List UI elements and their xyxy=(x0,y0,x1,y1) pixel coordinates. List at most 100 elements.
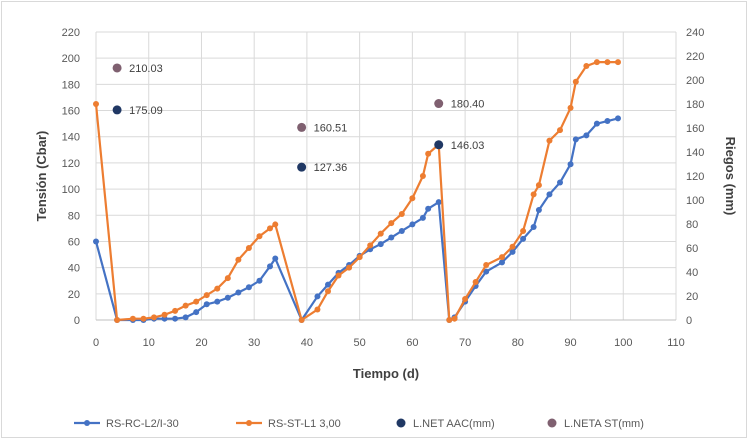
data-point xyxy=(114,317,121,323)
x-tick-label: 70 xyxy=(459,337,471,349)
data-point xyxy=(398,210,405,217)
data-point xyxy=(235,256,242,263)
x-tick-label: 60 xyxy=(406,337,418,349)
legend-marker-swatch xyxy=(396,418,406,428)
data-point xyxy=(593,120,600,127)
data-point xyxy=(509,243,516,250)
data-point xyxy=(214,285,221,292)
data-point xyxy=(615,59,621,66)
y-left-tick-label: 120 xyxy=(62,158,80,170)
y-left-tick-label: 180 xyxy=(62,79,80,91)
data-point xyxy=(472,279,479,286)
data-point xyxy=(377,241,384,248)
data-point xyxy=(314,293,321,300)
data-point xyxy=(203,301,210,308)
y-left-tick-label: 220 xyxy=(62,27,80,39)
x-tick-label: 40 xyxy=(301,337,313,349)
data-point xyxy=(530,191,537,198)
data-point xyxy=(567,104,574,111)
y-left-tick-label: 200 xyxy=(62,53,80,65)
data-point xyxy=(377,230,384,237)
data-point xyxy=(446,317,453,323)
data-point xyxy=(509,248,516,255)
x-tick-label: 30 xyxy=(248,337,260,349)
data-point xyxy=(388,220,395,227)
data-point xyxy=(572,136,579,143)
data-point xyxy=(335,272,342,279)
data-point xyxy=(483,262,490,269)
data-point xyxy=(214,298,221,305)
legend-label: RS-ST-L1 3,00 xyxy=(268,418,341,430)
marker-point xyxy=(434,140,444,150)
data-label: 210.03 xyxy=(129,63,163,75)
data-point xyxy=(325,281,331,288)
x-tick-label: 20 xyxy=(195,337,207,349)
y-left-tick-label: 20 xyxy=(68,289,80,301)
data-point xyxy=(546,191,553,198)
data-label: 175.09 xyxy=(129,105,163,117)
data-point xyxy=(267,263,273,270)
data-point xyxy=(140,315,147,322)
data-point xyxy=(272,255,279,262)
legend-label: L.NET AAC(mm) xyxy=(413,418,495,430)
y-right-tick-label: 200 xyxy=(686,75,704,87)
data-point xyxy=(203,292,210,299)
y-left-tick-label: 60 xyxy=(68,236,80,248)
data-point xyxy=(298,317,305,323)
data-point xyxy=(520,227,527,234)
y-right-tick-label: 140 xyxy=(686,147,704,159)
y-right-tick-label: 180 xyxy=(686,99,704,111)
data-point xyxy=(409,195,416,202)
y-right-tick-label: 60 xyxy=(686,243,698,255)
data-point xyxy=(593,59,600,66)
x-tick-label: 90 xyxy=(564,337,576,349)
data-point xyxy=(93,238,99,245)
data-point xyxy=(535,207,542,214)
data-point xyxy=(583,132,590,139)
data-point xyxy=(572,78,579,85)
data-point xyxy=(567,161,574,168)
y-left-tick-label: 80 xyxy=(68,210,80,222)
y-right-tick-label: 120 xyxy=(686,171,704,183)
y-right-tick-label: 0 xyxy=(686,315,692,327)
data-point xyxy=(129,315,136,322)
legend-marker-swatch xyxy=(547,418,557,428)
data-point xyxy=(182,302,189,309)
data-point xyxy=(182,314,189,321)
data-point xyxy=(224,275,231,282)
data-point xyxy=(419,214,426,221)
data-point xyxy=(256,233,263,240)
data-point xyxy=(346,264,353,271)
y-right-axis-title: Riegos (mm) xyxy=(723,137,738,216)
data-point xyxy=(535,182,542,189)
data-point xyxy=(398,227,405,234)
marker-point xyxy=(112,63,122,73)
data-point xyxy=(161,311,168,318)
legend-label: L.NETA ST(mm) xyxy=(564,418,644,430)
y-left-axis-title: Tensión (Cbar) xyxy=(34,131,49,222)
marker-point xyxy=(112,105,122,115)
data-point xyxy=(425,150,432,157)
data-point xyxy=(267,225,273,232)
series-line xyxy=(94,61,618,322)
marker-point xyxy=(297,122,307,132)
data-point xyxy=(419,173,426,179)
data-point xyxy=(546,137,553,144)
y-right-tick-label: 40 xyxy=(686,267,698,279)
y-right-tick-label: 220 xyxy=(686,51,704,63)
x-tick-label: 50 xyxy=(354,337,366,349)
data-point xyxy=(356,254,363,261)
data-label: 127.36 xyxy=(314,162,348,174)
data-point xyxy=(583,63,590,70)
data-point xyxy=(224,294,231,301)
y-right-tick-label: 20 xyxy=(686,291,698,303)
data-point xyxy=(256,277,263,284)
data-point xyxy=(557,179,563,186)
series-line xyxy=(94,117,619,322)
y-left-tick-label: 140 xyxy=(62,132,80,144)
data-point xyxy=(193,309,200,316)
data-point xyxy=(604,59,611,66)
data-point xyxy=(435,199,442,206)
